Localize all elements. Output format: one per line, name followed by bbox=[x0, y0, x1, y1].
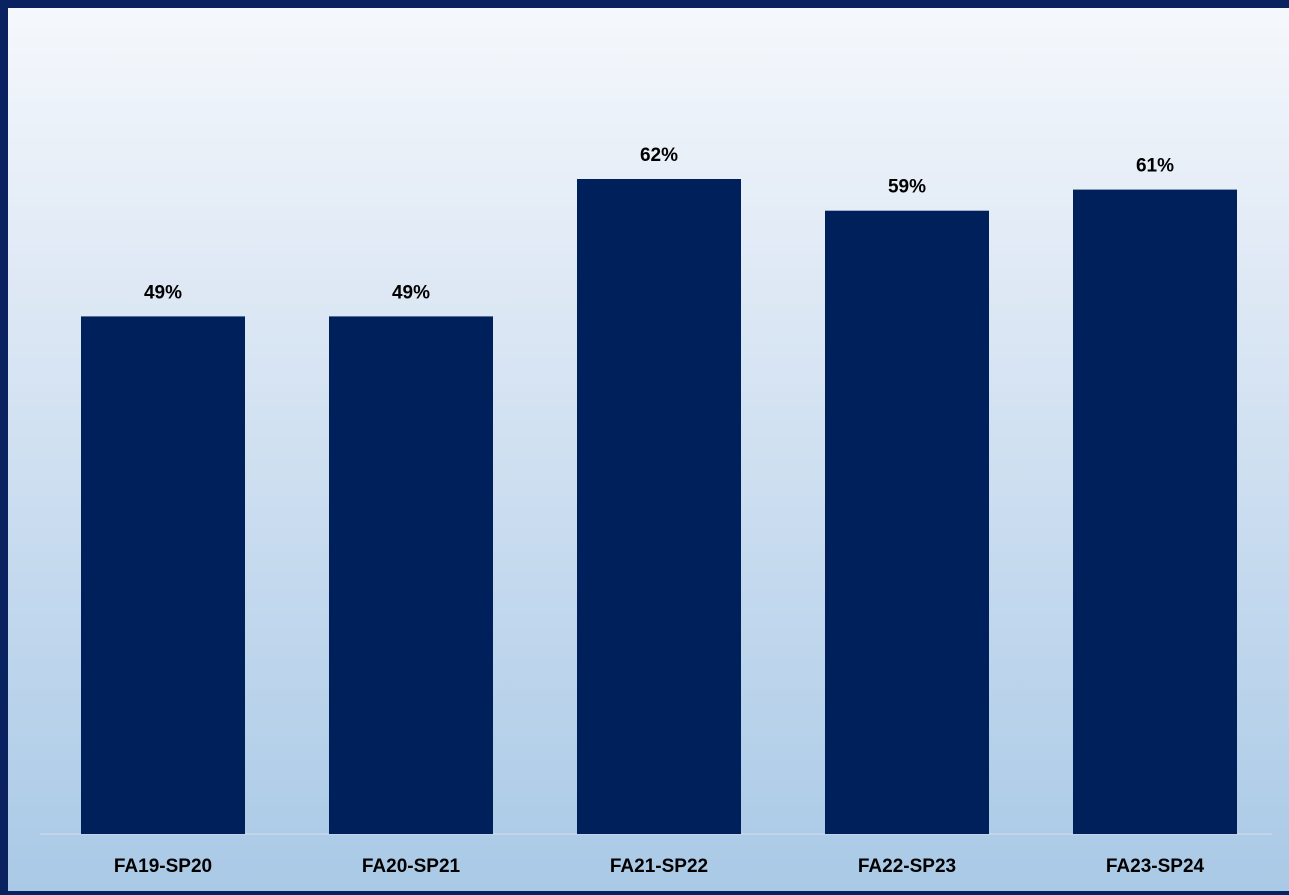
x-tick-labels-group: FA19-SP20 FA20-SP21 FA21-SP22 FA22-SP23 FA23… bbox=[114, 856, 1205, 877]
data-label-fa21-sp22: 62% bbox=[640, 145, 678, 166]
x-tick-label-fa22-sp23: FA22-SP23 bbox=[858, 856, 956, 877]
x-tick-label-fa21-sp22: FA21-SP22 bbox=[610, 856, 708, 877]
x-tick-label-fa20-sp21: FA20-SP21 bbox=[362, 856, 461, 877]
x-tick-label-fa19-sp20: FA19-SP20 bbox=[114, 856, 212, 877]
bars-group bbox=[81, 179, 1237, 835]
data-label-fa19-sp20: 49% bbox=[144, 282, 182, 303]
data-label-fa22-sp23: 59% bbox=[888, 177, 926, 198]
data-label-fa23-sp24: 61% bbox=[1136, 156, 1174, 177]
bar-fa20-sp21 bbox=[329, 316, 493, 834]
bar-fa23-sp24 bbox=[1073, 189, 1237, 835]
x-tick-label-fa23-sp24: FA23-SP24 bbox=[1106, 856, 1205, 877]
data-labels-group: 49% 49% 62% 59% 61% bbox=[144, 145, 1174, 303]
bar-fa21-sp22 bbox=[577, 179, 741, 834]
bar-fa22-sp23 bbox=[825, 210, 989, 834]
bar-fa19-sp20 bbox=[81, 316, 245, 834]
data-label-fa20-sp21: 49% bbox=[392, 282, 430, 303]
